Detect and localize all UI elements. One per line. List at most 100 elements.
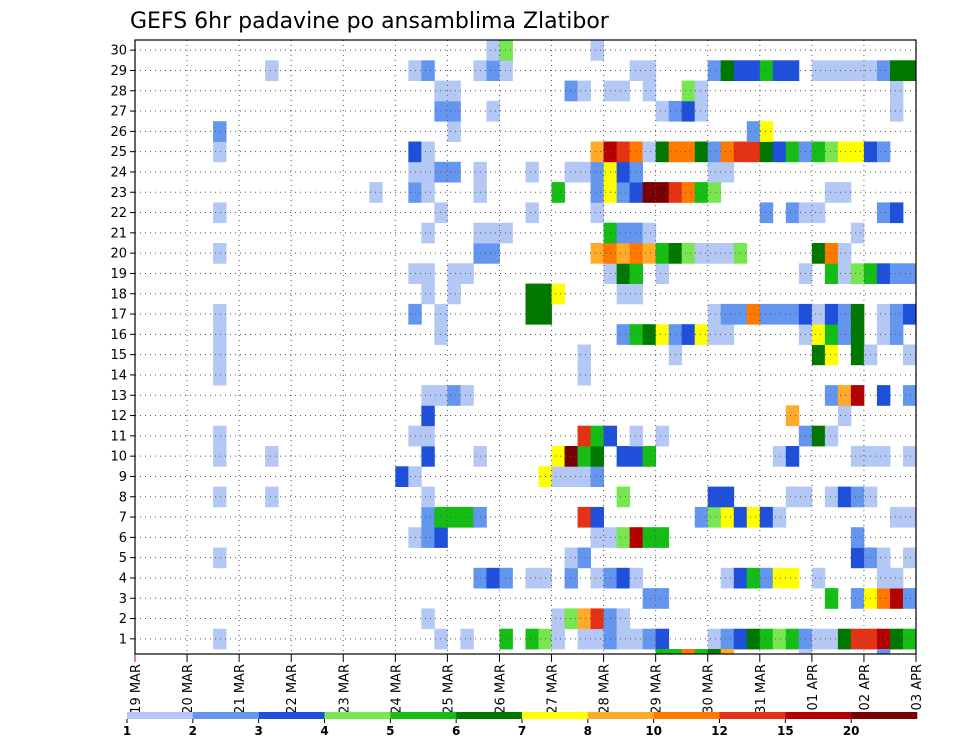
heatmap-cell bbox=[811, 60, 826, 81]
x-tick-label: 22 MAR bbox=[285, 664, 300, 714]
legend-label: 2 bbox=[189, 724, 197, 738]
axes: 1234567891011121314151617181920212223242… bbox=[110, 39, 925, 714]
heatmap-cell bbox=[837, 243, 852, 264]
heatmap-cell bbox=[889, 202, 904, 224]
heatmap-cell bbox=[811, 344, 826, 366]
heatmap-cell bbox=[720, 506, 735, 528]
heatmap-cell bbox=[434, 385, 448, 406]
heatmap-cell bbox=[720, 303, 735, 325]
heatmap-cell bbox=[616, 222, 631, 244]
heatmap-cell bbox=[837, 405, 852, 427]
heatmap-cell bbox=[486, 222, 500, 244]
heatmap-cell bbox=[577, 628, 591, 650]
heatmap-cell bbox=[590, 141, 604, 163]
heatmap-cell bbox=[850, 385, 865, 406]
heatmap-cell bbox=[486, 100, 500, 122]
y-tick-label: 5 bbox=[119, 551, 127, 566]
heatmap-cell bbox=[811, 202, 826, 224]
heatmap-cell bbox=[460, 263, 474, 284]
heatmap-cell bbox=[421, 405, 435, 427]
heatmap-cell bbox=[655, 588, 670, 609]
heatmap-cell bbox=[642, 446, 657, 467]
heatmap-cell bbox=[694, 182, 709, 203]
heatmap-cell bbox=[824, 141, 839, 163]
heatmap-cell bbox=[889, 100, 904, 122]
heatmap-cell bbox=[707, 161, 722, 183]
heatmap-cell bbox=[460, 385, 474, 406]
heatmap-cell bbox=[759, 141, 774, 163]
heatmap-cell bbox=[824, 425, 839, 447]
heatmap-cell bbox=[681, 243, 696, 264]
legend-swatch bbox=[324, 712, 391, 719]
heatmap-cell bbox=[577, 364, 591, 386]
heatmap-cell bbox=[629, 324, 644, 345]
heatmap-cell bbox=[447, 121, 461, 142]
heatmap-cell bbox=[213, 243, 227, 264]
heatmap-cell bbox=[265, 486, 279, 508]
heatmap-cell bbox=[772, 506, 787, 528]
y-tick-label: 12 bbox=[110, 409, 127, 424]
x-tick-label: 27 MAR bbox=[546, 664, 561, 714]
heatmap-cell bbox=[850, 222, 865, 244]
heatmap-cell bbox=[616, 263, 631, 284]
heatmap-cell bbox=[876, 303, 891, 325]
heatmap-cell bbox=[629, 141, 644, 163]
heatmap-cell bbox=[265, 60, 279, 81]
heatmap-cell bbox=[460, 628, 474, 650]
heatmap-cell bbox=[720, 243, 735, 264]
y-tick-label: 26 bbox=[110, 125, 127, 140]
heatmap-cell bbox=[213, 364, 227, 386]
y-tick-label: 8 bbox=[119, 490, 127, 505]
legend-swatch bbox=[851, 712, 918, 719]
heatmap-cell bbox=[772, 567, 787, 589]
legend-swatch bbox=[653, 712, 720, 719]
heatmap-cell bbox=[681, 100, 696, 122]
heatmap-cell bbox=[889, 303, 904, 325]
legend-swatch bbox=[456, 712, 523, 719]
heatmap-cell bbox=[213, 547, 227, 569]
heatmap-cell bbox=[824, 263, 839, 284]
heatmap-cell bbox=[551, 283, 565, 305]
heatmap-cell bbox=[577, 466, 591, 487]
heatmap-cell bbox=[681, 324, 696, 345]
heatmap-cell bbox=[577, 446, 591, 467]
heatmap-cell bbox=[811, 141, 826, 163]
heatmap-cell bbox=[642, 628, 657, 650]
y-tick-label: 18 bbox=[110, 287, 127, 302]
heatmap-cell bbox=[902, 60, 917, 81]
heatmap-cell bbox=[590, 243, 604, 264]
heatmap-cell bbox=[681, 141, 696, 163]
x-tick-label: 19 MAR bbox=[129, 664, 144, 714]
legend-swatch bbox=[258, 712, 325, 719]
legend-swatch bbox=[127, 712, 194, 719]
heatmap-cell bbox=[642, 60, 657, 81]
x-tick-label: 03 APR bbox=[910, 664, 925, 710]
heatmap-cell bbox=[421, 161, 435, 183]
x-tick-label: 28 MAR bbox=[598, 664, 613, 714]
heatmap-cell bbox=[707, 243, 722, 264]
heatmap-cell bbox=[629, 283, 644, 305]
heatmap-cell bbox=[824, 303, 839, 325]
heatmap-cell bbox=[811, 425, 826, 447]
x-tick-label: 20 MAR bbox=[181, 664, 196, 714]
heatmap-cell bbox=[772, 446, 787, 467]
gridlines bbox=[135, 40, 916, 654]
legend-label: 5 bbox=[386, 724, 394, 738]
heatmap-cell bbox=[837, 324, 852, 345]
heatmap-cell bbox=[616, 527, 631, 548]
heatmap-cell bbox=[590, 202, 604, 224]
legend-label: 6 bbox=[452, 724, 460, 738]
heatmap-cell bbox=[629, 182, 644, 203]
legend-swatch bbox=[587, 712, 654, 719]
heatmap-cell bbox=[460, 506, 474, 528]
heatmap-cell bbox=[759, 121, 774, 142]
heatmap-cell bbox=[707, 324, 722, 345]
x-tick-label: 25 MAR bbox=[441, 664, 456, 714]
heatmap-cell bbox=[629, 567, 644, 589]
y-tick-label: 2 bbox=[119, 612, 127, 627]
heatmap-cell bbox=[850, 547, 865, 569]
heatmap-cell bbox=[434, 161, 448, 183]
heatmap-cell bbox=[369, 182, 383, 203]
heatmap-cell bbox=[655, 324, 670, 345]
